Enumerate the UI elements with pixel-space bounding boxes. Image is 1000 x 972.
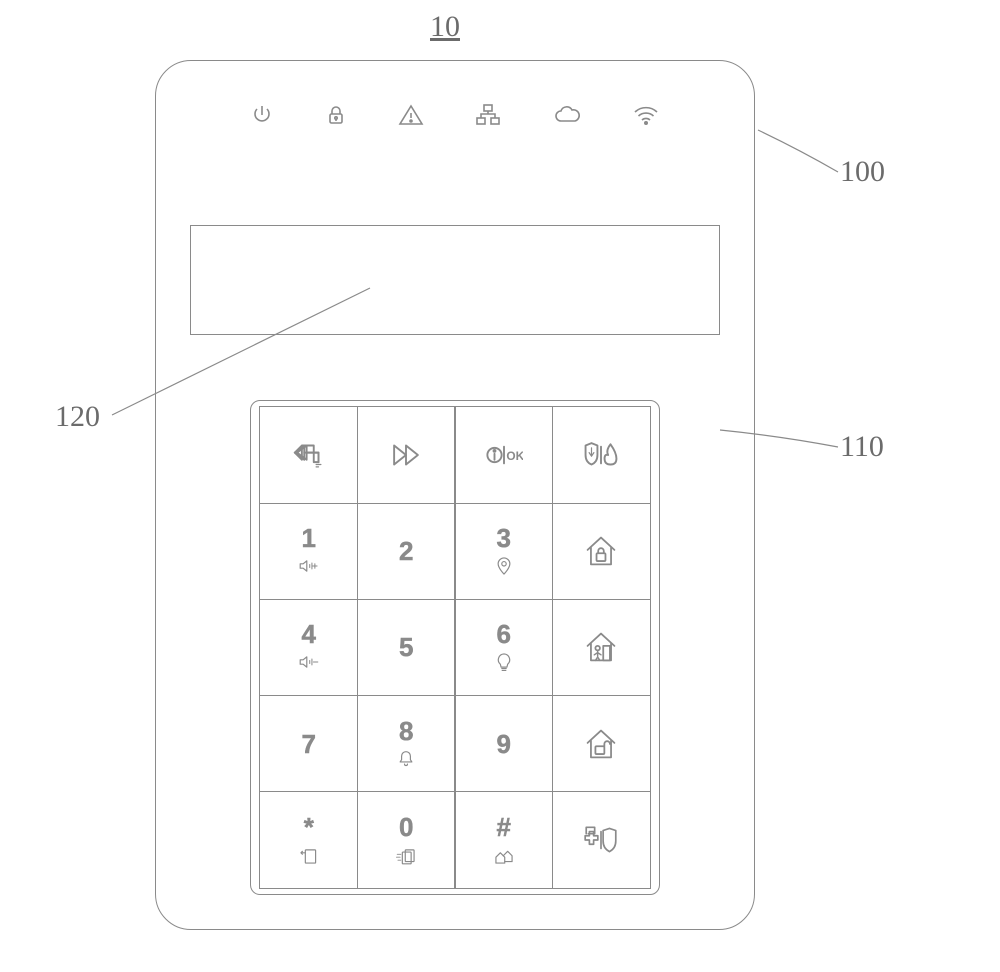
key-2[interactable]: 2 <box>357 503 456 600</box>
houses-icon <box>493 844 515 866</box>
house-lock-icon <box>582 532 620 570</box>
ref-label-10: 10 <box>430 10 460 44</box>
ref-label-110: 110 <box>840 430 884 464</box>
key-arm-stay[interactable] <box>552 599 651 696</box>
key-back[interactable] <box>259 406 358 503</box>
key-5[interactable]: 5 <box>357 599 456 696</box>
wifi-icon <box>632 103 660 127</box>
lcd-display <box>190 225 720 335</box>
key-label: 8 <box>399 718 413 744</box>
svg-text:OK: OK <box>506 449 523 463</box>
key-1[interactable]: 1 <box>259 503 358 600</box>
key-label: 2 <box>399 538 413 564</box>
keypad-grid: OK 1 2 3 4 5 6 7 8 9 * 0 # <box>260 407 650 888</box>
cloud-icon <box>552 103 582 127</box>
shield-fire-icon <box>582 436 620 474</box>
key-4[interactable]: 4 <box>259 599 358 696</box>
power-icon <box>250 103 274 127</box>
key-label: * <box>304 814 314 840</box>
key-medical[interactable] <box>552 791 651 888</box>
key-label: 5 <box>399 634 413 660</box>
location-pin-icon <box>493 555 515 577</box>
volume-up-icon <box>298 555 320 577</box>
cross-shield-icon <box>582 821 620 859</box>
bell-icon <box>395 748 417 770</box>
house-unlock-icon <box>582 725 620 763</box>
pages-motion-icon <box>395 844 417 866</box>
key-0[interactable]: 0 <box>357 791 456 888</box>
page-out-icon <box>298 844 320 866</box>
network-icon <box>474 103 502 127</box>
key-label: # <box>497 814 511 840</box>
key-arm-away[interactable] <box>552 503 651 600</box>
key-8[interactable]: 8 <box>357 695 456 792</box>
volume-down-icon <box>298 651 320 673</box>
info-ok-icon: OK <box>485 436 523 474</box>
key-label: 7 <box>302 731 316 757</box>
key-9[interactable]: 9 <box>454 695 553 792</box>
key-hash[interactable]: # <box>454 791 553 888</box>
fast-forward-icon <box>387 436 425 474</box>
key-label: 1 <box>302 525 316 551</box>
key-shield-fire[interactable] <box>552 406 651 503</box>
warning-icon <box>398 103 424 127</box>
ref-label-120: 120 <box>55 400 100 434</box>
key-label: 6 <box>497 621 511 647</box>
key-label: 0 <box>399 814 413 840</box>
key-label: 3 <box>497 525 511 551</box>
key-label: 4 <box>302 621 316 647</box>
back-arrow-icon <box>290 436 328 474</box>
key-info-ok[interactable]: OK <box>454 406 553 503</box>
lightbulb-icon <box>493 651 515 673</box>
key-6[interactable]: 6 <box>454 599 553 696</box>
house-person-icon <box>582 628 620 666</box>
key-7[interactable]: 7 <box>259 695 358 792</box>
ref-label-100: 100 <box>840 155 885 189</box>
key-3[interactable]: 3 <box>454 503 553 600</box>
status-bar <box>250 100 660 130</box>
key-forward[interactable] <box>357 406 456 503</box>
key-label: 9 <box>497 731 511 757</box>
key-disarm[interactable] <box>552 695 651 792</box>
lock-icon <box>324 103 348 127</box>
key-star[interactable]: * <box>259 791 358 888</box>
